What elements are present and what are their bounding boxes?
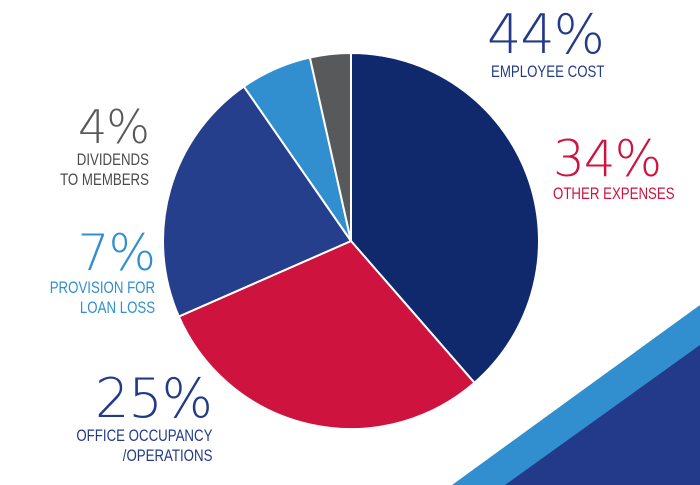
pie-slices <box>162 51 540 430</box>
slice-percent-employee-cost: 44% <box>486 3 605 66</box>
pie-slice-dividends <box>308 51 352 242</box>
slice-percent-dividends: 4% <box>78 100 150 154</box>
slice-caption-provision-loan-loss-1: PROVISION FOR <box>49 278 155 297</box>
decor-stripe-dark <box>505 345 700 485</box>
slice-label-other-expenses: 34% OTHER EXPENSES <box>553 134 700 204</box>
slice-caption-provision-loan-loss-2: LOAN LOSS <box>79 298 155 317</box>
slice-caption-other-expenses: OTHER EXPENSES <box>553 184 675 203</box>
pie-slice-employee-cost <box>350 51 540 385</box>
slice-label-provision-loan-loss: 7% PROVISION FOR LOAN LOSS <box>20 224 156 318</box>
slice-caption-office-occupancy-1: OFFICE OCCUPANCY <box>75 426 212 445</box>
slice-label-employee-cost: 44% EMPLOYEE COST <box>459 3 605 82</box>
slice-percent-provision-loan-loss: 7% <box>77 224 156 282</box>
slice-caption-office-occupancy-2: /OPERATIONS <box>122 446 212 465</box>
pie-slice-office-occupancy <box>162 85 353 318</box>
slice-label-office-occupancy: 25% OFFICE OCCUPANCY /OPERATIONS <box>38 367 213 466</box>
slice-percent-other-expenses: 34% <box>553 130 662 188</box>
slice-percent-office-occupancy: 25% <box>94 367 213 430</box>
slice-label-dividends: 4% DIVIDENDS TO MEMBERS <box>35 100 150 190</box>
slice-caption-dividends-2: TO MEMBERS <box>60 170 149 189</box>
pie-slice-other-expenses <box>177 239 476 430</box>
slice-caption-employee-cost: EMPLOYEE COST <box>490 62 604 81</box>
slice-caption-dividends-1: DIVIDENDS <box>76 150 149 169</box>
